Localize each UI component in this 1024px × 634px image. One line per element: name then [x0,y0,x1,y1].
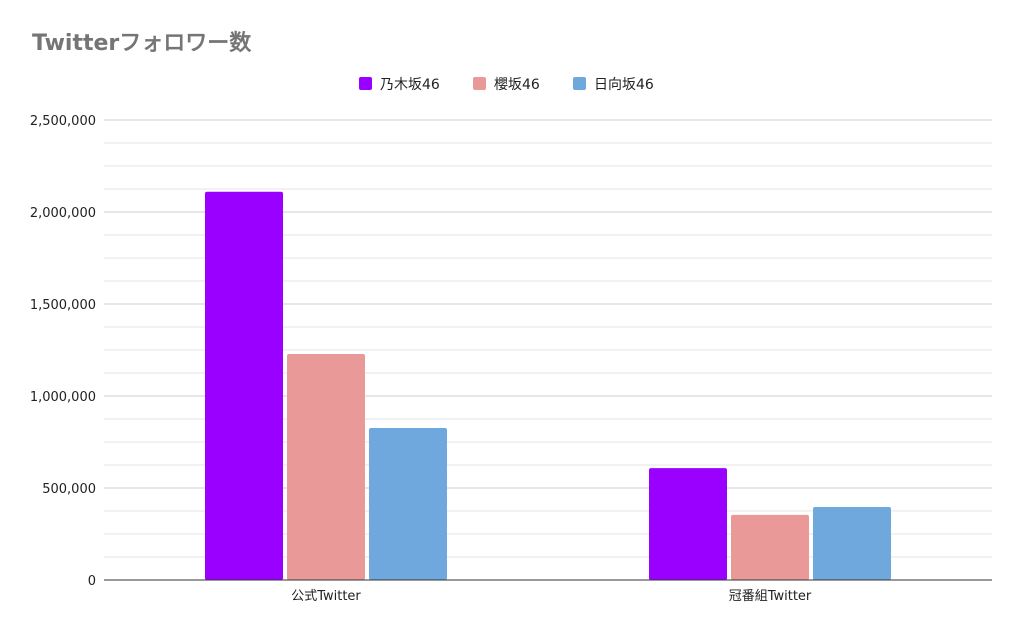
bar [813,506,891,580]
y-tick-label: 500,000 [42,482,96,497]
y-tick-label: 0 [88,574,96,589]
legend-swatch [359,77,372,90]
legend-label: 日向坂46 [594,77,654,93]
x-axis-categories: 公式Twitter 冠番組Twitter [291,589,812,604]
bars [205,191,891,580]
bar [369,428,447,580]
legend-swatch [573,77,586,90]
bar [205,191,283,580]
x-category-label: 冠番組Twitter [729,589,812,604]
bar [649,468,727,580]
chart-title: Twitterフォロワー数 [32,30,252,56]
y-tick-label: 2,000,000 [30,206,96,221]
x-category-label: 公式Twitter [291,589,361,604]
bar [731,514,809,580]
legend-label: 櫻坂46 [494,76,540,93]
y-tick-label: 2,500,000 [30,114,96,129]
legend-swatch [473,77,486,90]
y-axis-ticks: 0 500,000 1,000,000 1,500,000 2,000,000 2,500… [30,114,96,589]
bar [287,354,365,580]
legend-label: 乃木坂46 [380,77,440,93]
legend: 乃木坂46 櫻坂46 日向坂46 [359,76,654,93]
y-tick-label: 1,500,000 [30,298,96,313]
y-tick-label: 1,000,000 [30,390,96,405]
